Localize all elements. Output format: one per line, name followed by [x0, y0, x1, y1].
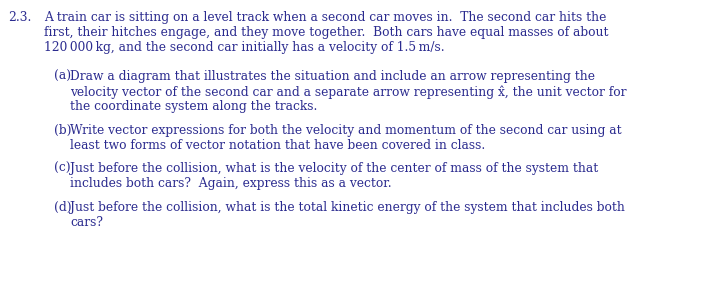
- Text: Write vector expressions for both the velocity and momentum of the second car us: Write vector expressions for both the ve…: [70, 124, 621, 137]
- Text: A train car is sitting on a level track when a second car moves in.  The second : A train car is sitting on a level track …: [44, 11, 606, 24]
- Text: least two forms of vector notation that have been covered in class.: least two forms of vector notation that …: [70, 139, 485, 152]
- Text: Draw a diagram that illustrates the situation and include an arrow representing : Draw a diagram that illustrates the situ…: [70, 70, 595, 84]
- Text: 120 000 kg, and the second car initially has a velocity of 1.5 m/s.: 120 000 kg, and the second car initially…: [44, 41, 445, 54]
- Text: cars?: cars?: [70, 216, 103, 229]
- Text: the coordinate system along the tracks.: the coordinate system along the tracks.: [70, 100, 317, 113]
- Text: velocity vector of the second car and a separate arrow representing x̂, the unit: velocity vector of the second car and a …: [70, 85, 626, 99]
- Text: first, their hitches engage, and they move together.  Both cars have equal masse: first, their hitches engage, and they mo…: [44, 26, 608, 39]
- Text: Just before the collision, what is the velocity of the center of mass of the sys: Just before the collision, what is the v…: [70, 162, 598, 175]
- Text: 2.3.: 2.3.: [9, 11, 32, 24]
- Text: (c): (c): [54, 162, 71, 175]
- Text: Just before the collision, what is the total kinetic energy of the system that i: Just before the collision, what is the t…: [70, 201, 625, 214]
- Text: (d): (d): [54, 201, 72, 214]
- Text: (a): (a): [54, 70, 71, 84]
- Text: includes both cars?  Again, express this as a vector.: includes both cars? Again, express this …: [70, 177, 392, 190]
- Text: (b): (b): [54, 124, 72, 137]
